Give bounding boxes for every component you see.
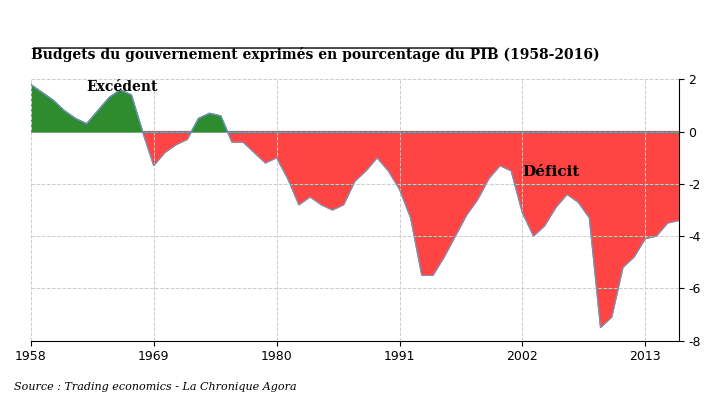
Text: Excédent: Excédent — [87, 80, 158, 94]
Text: Déficit: Déficit — [523, 165, 580, 179]
Text: Source : Trading economics - La Chronique Agora: Source : Trading economics - La Chroniqu… — [14, 382, 297, 392]
Text: Budgets du gouvernement exprimés en pourcentage du PIB (1958-2016): Budgets du gouvernement exprimés en pour… — [31, 46, 599, 61]
